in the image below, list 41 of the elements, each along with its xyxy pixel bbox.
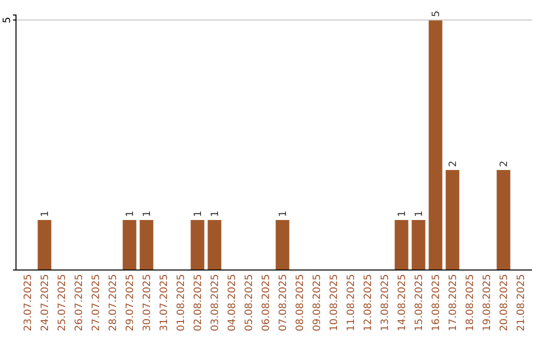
- x-tick-label: 07.08.2025: [278, 274, 289, 332]
- x-tick-label: 03.08.2025: [210, 274, 221, 332]
- x-tick-label: 28.07.2025: [108, 274, 119, 332]
- x-tick-label: 09.08.2025: [312, 274, 323, 332]
- x-tick-label: 10.08.2025: [329, 274, 340, 332]
- data-label: 1: [193, 210, 204, 217]
- data-label: 1: [142, 210, 153, 217]
- x-tick-label: 26.07.2025: [74, 274, 85, 332]
- x-tick-label: 01.08.2025: [176, 274, 187, 332]
- x-tick-label: 15.08.2025: [414, 274, 425, 332]
- x-tick-label: 30.07.2025: [142, 274, 153, 332]
- x-tick-label: 24.07.2025: [40, 274, 51, 332]
- x-tick-label: 16.08.2025: [431, 274, 442, 332]
- data-label: 5: [431, 10, 442, 17]
- x-tick-label: 11.08.2025: [346, 274, 357, 332]
- x-tick-label: 12.08.2025: [363, 274, 374, 332]
- data-label: 2: [448, 160, 459, 167]
- data-label: 2: [499, 160, 510, 167]
- data-label: 1: [40, 210, 51, 217]
- x-tick-label: 18.08.2025: [465, 274, 476, 332]
- x-tick-label: 06.08.2025: [261, 274, 272, 332]
- data-label: 1: [397, 210, 408, 217]
- x-tick-label: 20.08.2025: [499, 274, 510, 332]
- x-tick-label: 27.07.2025: [91, 274, 102, 332]
- data-label: 1: [414, 210, 425, 217]
- x-tick-label: 08.08.2025: [295, 274, 306, 332]
- x-tick-label: 25.07.2025: [57, 274, 68, 332]
- x-tick-label: 29.07.2025: [125, 274, 136, 332]
- x-tick-label: 21.08.2025: [516, 274, 527, 332]
- x-tick-label: 14.08.2025: [397, 274, 408, 332]
- data-label: 1: [125, 210, 136, 217]
- x-tick-label: 31.07.2025: [159, 274, 170, 332]
- x-tick-label: 02.08.2025: [193, 274, 204, 332]
- x-tick-label: 13.08.2025: [380, 274, 391, 332]
- x-tick-label: 23.07.2025: [23, 274, 34, 332]
- x-tick-label: 05.08.2025: [244, 274, 255, 332]
- x-tick-label: 19.08.2025: [482, 274, 493, 332]
- data-label: 1: [278, 210, 289, 217]
- x-tick-label: 17.08.2025: [448, 274, 459, 332]
- data-label: 1: [210, 210, 221, 217]
- x-tick-label: 04.08.2025: [227, 274, 238, 332]
